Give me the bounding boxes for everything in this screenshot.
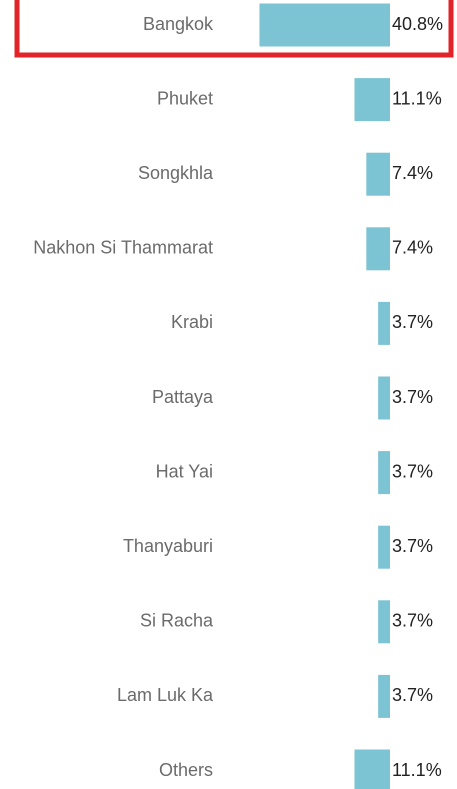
category-label: Lam Luk Ka [117, 685, 214, 705]
value-label: 11.1% [392, 88, 442, 108]
category-label: Krabi [171, 312, 213, 332]
category-label: Phuket [157, 88, 213, 108]
value-label: 3.7% [392, 685, 433, 705]
bar [378, 451, 390, 495]
value-label: 7.4% [392, 163, 433, 183]
value-label: 3.7% [392, 312, 433, 332]
value-label: 7.4% [392, 238, 433, 258]
category-label: Bangkok [143, 14, 214, 34]
bar [378, 301, 390, 345]
category-label: Others [159, 760, 213, 780]
highlight-box [14, 0, 454, 58]
category-label: Nakhon Si Thammarat [33, 238, 213, 258]
bar [378, 525, 390, 569]
bar [378, 376, 390, 420]
bar [378, 674, 390, 718]
value-label: 3.7% [392, 536, 433, 556]
bar [259, 3, 390, 47]
value-label: 40.8% [392, 14, 443, 34]
category-label: Hat Yai [156, 461, 213, 481]
value-label: 3.7% [392, 611, 433, 631]
value-label: 3.7% [392, 461, 433, 481]
category-label: Songkhla [138, 163, 214, 183]
bar [366, 227, 390, 271]
bar [354, 78, 390, 122]
bar [354, 749, 390, 789]
category-label: Si Racha [140, 611, 214, 631]
bar [366, 152, 390, 196]
value-label: 3.7% [392, 387, 433, 407]
category-label: Pattaya [152, 387, 214, 407]
bar [378, 600, 390, 644]
value-label: 11.1% [392, 760, 442, 780]
category-label: Thanyaburi [123, 536, 213, 556]
